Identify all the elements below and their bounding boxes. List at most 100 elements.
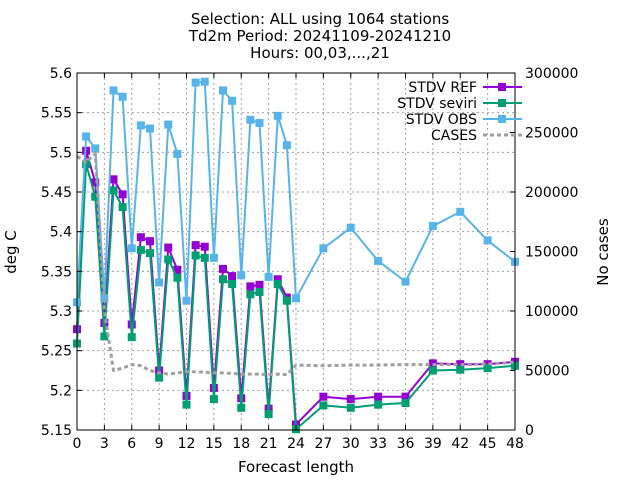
data-point bbox=[155, 373, 164, 382]
x-tick-label: 48 bbox=[506, 436, 524, 452]
data-point bbox=[237, 403, 246, 412]
y-tick-label: 5.55 bbox=[41, 106, 72, 122]
data-point bbox=[191, 78, 200, 87]
x-tick-label: 33 bbox=[369, 436, 387, 452]
data-point bbox=[82, 132, 91, 141]
data-point bbox=[136, 121, 145, 130]
chart-title-line-1: Selection: ALL using 1064 stations bbox=[190, 10, 450, 28]
series-line bbox=[76, 152, 516, 377]
data-point bbox=[228, 280, 237, 289]
chart-title-line-2: Td2m Period: 20241109-20241210 bbox=[188, 27, 452, 45]
x-tick-label: 30 bbox=[342, 436, 360, 452]
data-point bbox=[273, 111, 282, 120]
data-point bbox=[182, 400, 191, 409]
data-point bbox=[401, 277, 410, 286]
data-point bbox=[146, 124, 154, 133]
y-tick-label: 5.5 bbox=[50, 145, 72, 161]
x-tick-label: 9 bbox=[155, 436, 164, 452]
data-point bbox=[191, 241, 200, 250]
data-point bbox=[237, 271, 246, 280]
legend-marker bbox=[498, 99, 506, 107]
y-tick-label: 5.45 bbox=[41, 185, 72, 201]
data-point bbox=[428, 366, 437, 375]
y2-tick-label: 50000 bbox=[525, 364, 570, 380]
tick-layer: 0 3 6 9 12 15 18 21 24 27 30 33 36 39 42 45 485.155.25.2… bbox=[41, 66, 579, 452]
grid bbox=[77, 73, 515, 430]
series-stdv-obs bbox=[73, 77, 519, 307]
y2-tick-label: 0 bbox=[525, 423, 534, 439]
x-tick-label: 0 bbox=[73, 436, 82, 452]
data-point bbox=[228, 272, 237, 281]
data-point bbox=[255, 280, 264, 289]
data-point bbox=[282, 296, 291, 305]
data-point bbox=[319, 401, 328, 410]
x-tick-label: 27 bbox=[314, 436, 332, 452]
data-point bbox=[109, 175, 118, 184]
data-point bbox=[209, 253, 218, 262]
y-tick-label: 5.3 bbox=[50, 304, 72, 320]
data-point bbox=[264, 272, 273, 281]
data-point bbox=[182, 296, 191, 305]
x-tick-label: 18 bbox=[232, 436, 250, 452]
x-tick-label: 3 bbox=[100, 436, 109, 452]
data-point bbox=[282, 141, 291, 150]
data-point bbox=[456, 207, 465, 216]
x-tick-label: 12 bbox=[178, 436, 196, 452]
data-point bbox=[91, 192, 100, 201]
y2-tick-label: 200000 bbox=[525, 185, 578, 201]
data-point bbox=[173, 273, 182, 282]
data-point bbox=[374, 392, 383, 401]
legend-marker bbox=[498, 115, 506, 123]
y-axis-label: deg C bbox=[2, 230, 20, 274]
y-tick-label: 5.4 bbox=[50, 225, 72, 241]
data-point bbox=[228, 96, 237, 105]
y-tick-label: 5.25 bbox=[41, 344, 72, 360]
x-tick-label: 42 bbox=[451, 436, 469, 452]
data-point bbox=[146, 237, 154, 246]
data-point bbox=[118, 203, 127, 212]
x-tick-label: 45 bbox=[479, 436, 497, 452]
y-tick-label: 5.15 bbox=[41, 423, 72, 439]
data-point bbox=[219, 275, 227, 284]
data-point bbox=[136, 245, 145, 254]
data-point bbox=[456, 365, 465, 374]
data-point bbox=[483, 364, 492, 373]
x-tick-label: 39 bbox=[424, 436, 442, 452]
data-point bbox=[82, 160, 91, 169]
data-point bbox=[346, 223, 355, 232]
data-point bbox=[164, 255, 173, 264]
data-point bbox=[246, 282, 255, 291]
data-point bbox=[374, 400, 383, 409]
data-point bbox=[273, 275, 282, 284]
data-point bbox=[146, 249, 154, 258]
legend-label: STDV REF bbox=[408, 80, 477, 96]
data-point bbox=[319, 244, 328, 253]
data-point bbox=[91, 178, 100, 187]
data-point bbox=[246, 115, 255, 124]
data-point bbox=[246, 290, 255, 299]
data-point bbox=[255, 287, 264, 296]
data-point bbox=[191, 251, 200, 260]
data-point bbox=[200, 242, 209, 251]
data-point bbox=[200, 253, 209, 262]
data-point bbox=[219, 86, 227, 95]
legend-marker bbox=[498, 83, 506, 91]
data-point bbox=[255, 118, 264, 127]
data-point bbox=[292, 294, 300, 303]
data-point bbox=[346, 403, 355, 412]
y-tick-label: 5.35 bbox=[41, 264, 72, 280]
data-point bbox=[109, 186, 118, 195]
y-tick-label: 5.6 bbox=[50, 66, 72, 82]
data-point bbox=[319, 392, 328, 401]
y2-tick-label: 250000 bbox=[525, 126, 578, 142]
data-point bbox=[164, 243, 173, 252]
data-point bbox=[127, 333, 136, 342]
legend-label: CASES bbox=[431, 128, 477, 144]
legend-label: STDV OBS bbox=[406, 112, 477, 128]
data-point bbox=[346, 395, 355, 404]
data-point bbox=[428, 222, 437, 231]
y2-tick-label: 300000 bbox=[525, 66, 578, 82]
chart-title-line-3: Hours: 00,03,...,21 bbox=[250, 44, 390, 62]
